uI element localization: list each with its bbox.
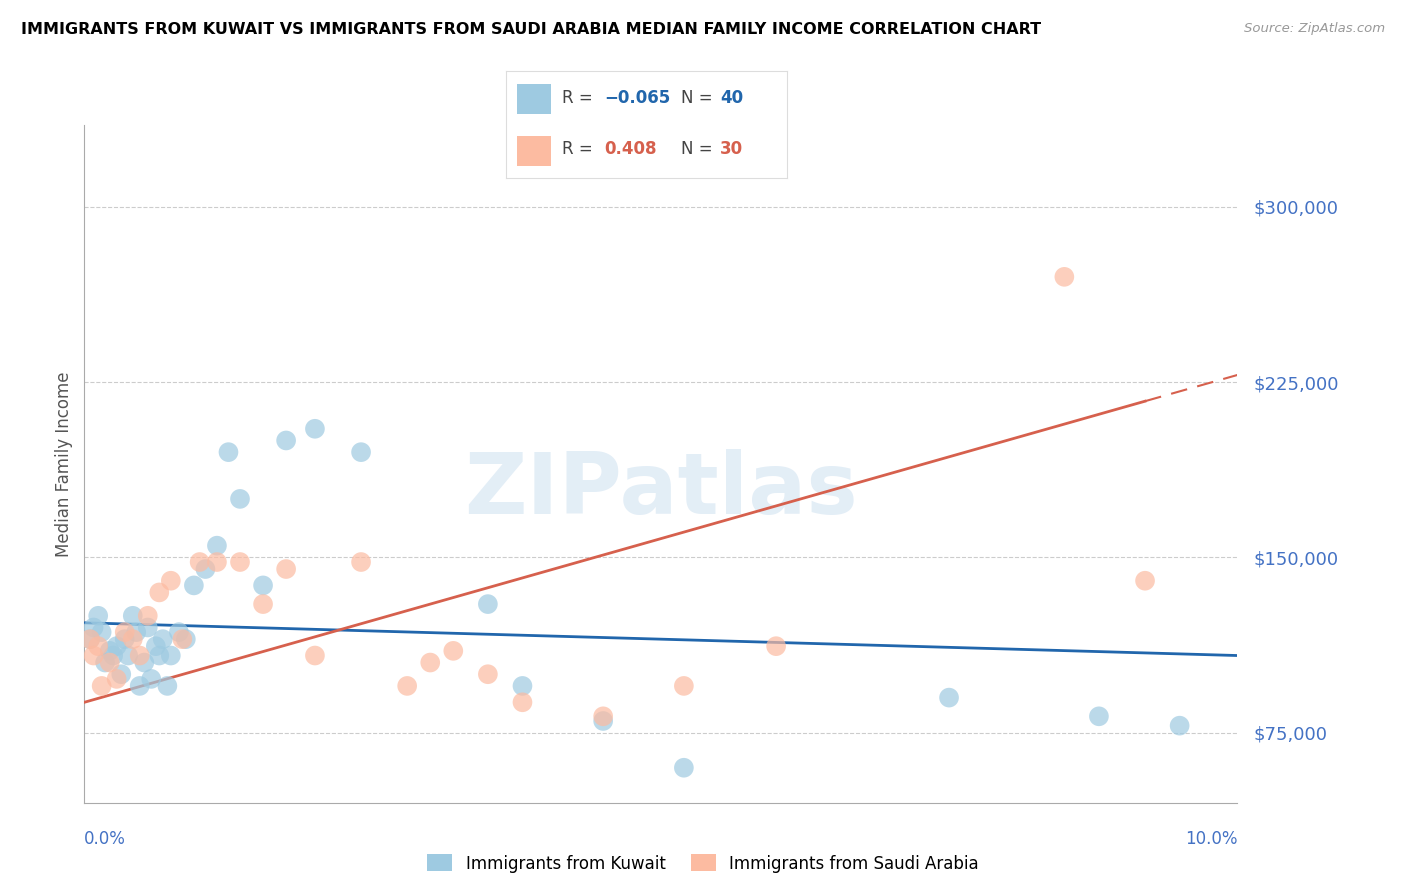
Point (350, 555, 373, 569)
Point (156, 679, 179, 693)
Point (512, 679, 534, 693)
Text: R =: R = (562, 89, 599, 107)
FancyBboxPatch shape (517, 84, 551, 114)
Point (117, 648, 139, 663)
Legend: Immigrants from Kuwait, Immigrants from Saudi Arabia: Immigrants from Kuwait, Immigrants from … (420, 847, 986, 880)
Point (274, 434, 298, 448)
Point (136, 620, 159, 634)
Point (512, 695, 534, 709)
Point (217, 445, 239, 459)
Text: Source: ZipAtlas.com: Source: ZipAtlas.com (1244, 22, 1385, 36)
Point (105, 672, 128, 686)
Point (194, 562, 217, 576)
Point (87, 639, 110, 653)
Point (188, 555, 211, 569)
Point (252, 597, 274, 611)
Point (134, 656, 156, 670)
Point (1053, 269, 1076, 284)
Point (765, 639, 787, 653)
Point (87, 608, 110, 623)
Point (90, 679, 112, 693)
Point (304, 648, 326, 663)
Point (205, 555, 228, 569)
Text: IMMIGRANTS FROM KUWAIT VS IMMIGRANTS FROM SAUDI ARABIA MEDIAN FAMILY INCOME CORR: IMMIGRANTS FROM KUWAIT VS IMMIGRANTS FRO… (21, 22, 1042, 37)
Point (160, 574, 183, 588)
Point (938, 690, 960, 705)
Point (83, 620, 105, 634)
Point (252, 578, 274, 592)
Point (79, 632, 101, 647)
Point (160, 648, 183, 663)
Point (1168, 719, 1191, 733)
Point (396, 679, 419, 693)
Point (477, 597, 499, 611)
Text: 0.408: 0.408 (605, 141, 657, 159)
Point (1133, 574, 1156, 588)
Point (1088, 709, 1111, 723)
Text: 10.0%: 10.0% (1185, 830, 1237, 847)
Point (167, 625, 190, 640)
Point (304, 422, 326, 436)
Point (148, 648, 170, 663)
Y-axis label: Median Family Income: Median Family Income (55, 371, 73, 557)
Text: 40: 40 (720, 89, 742, 107)
FancyBboxPatch shape (517, 136, 551, 166)
Point (148, 585, 170, 599)
Point (121, 608, 143, 623)
Point (672, 679, 695, 693)
Point (105, 639, 128, 653)
Point (441, 644, 464, 658)
Point (592, 709, 614, 723)
Point (477, 667, 499, 681)
Point (172, 632, 194, 647)
Point (136, 608, 159, 623)
Text: 0.0%: 0.0% (84, 830, 127, 847)
Text: −0.065: −0.065 (605, 89, 671, 107)
Point (419, 656, 441, 670)
Point (592, 714, 614, 728)
Point (83, 648, 105, 663)
Point (103, 648, 124, 663)
Point (274, 562, 298, 576)
Point (174, 632, 197, 647)
Point (114, 625, 136, 640)
Point (128, 679, 150, 693)
Point (141, 672, 163, 686)
Point (183, 578, 205, 592)
Point (94, 656, 117, 670)
Point (229, 491, 252, 506)
Point (121, 632, 143, 647)
Point (672, 761, 695, 775)
Point (98, 656, 121, 670)
Text: R =: R = (562, 141, 599, 159)
Point (98, 644, 121, 658)
Point (114, 632, 136, 647)
Point (128, 648, 150, 663)
Point (205, 539, 228, 553)
Text: 30: 30 (720, 141, 742, 159)
Point (79, 632, 101, 647)
Text: N =: N = (681, 89, 717, 107)
Point (125, 625, 148, 640)
Point (350, 445, 373, 459)
Point (229, 555, 252, 569)
Point (90, 625, 112, 640)
Point (110, 667, 132, 681)
Text: ZIPatlas: ZIPatlas (464, 450, 858, 533)
Text: N =: N = (681, 141, 717, 159)
Point (152, 632, 174, 647)
Point (145, 639, 167, 653)
